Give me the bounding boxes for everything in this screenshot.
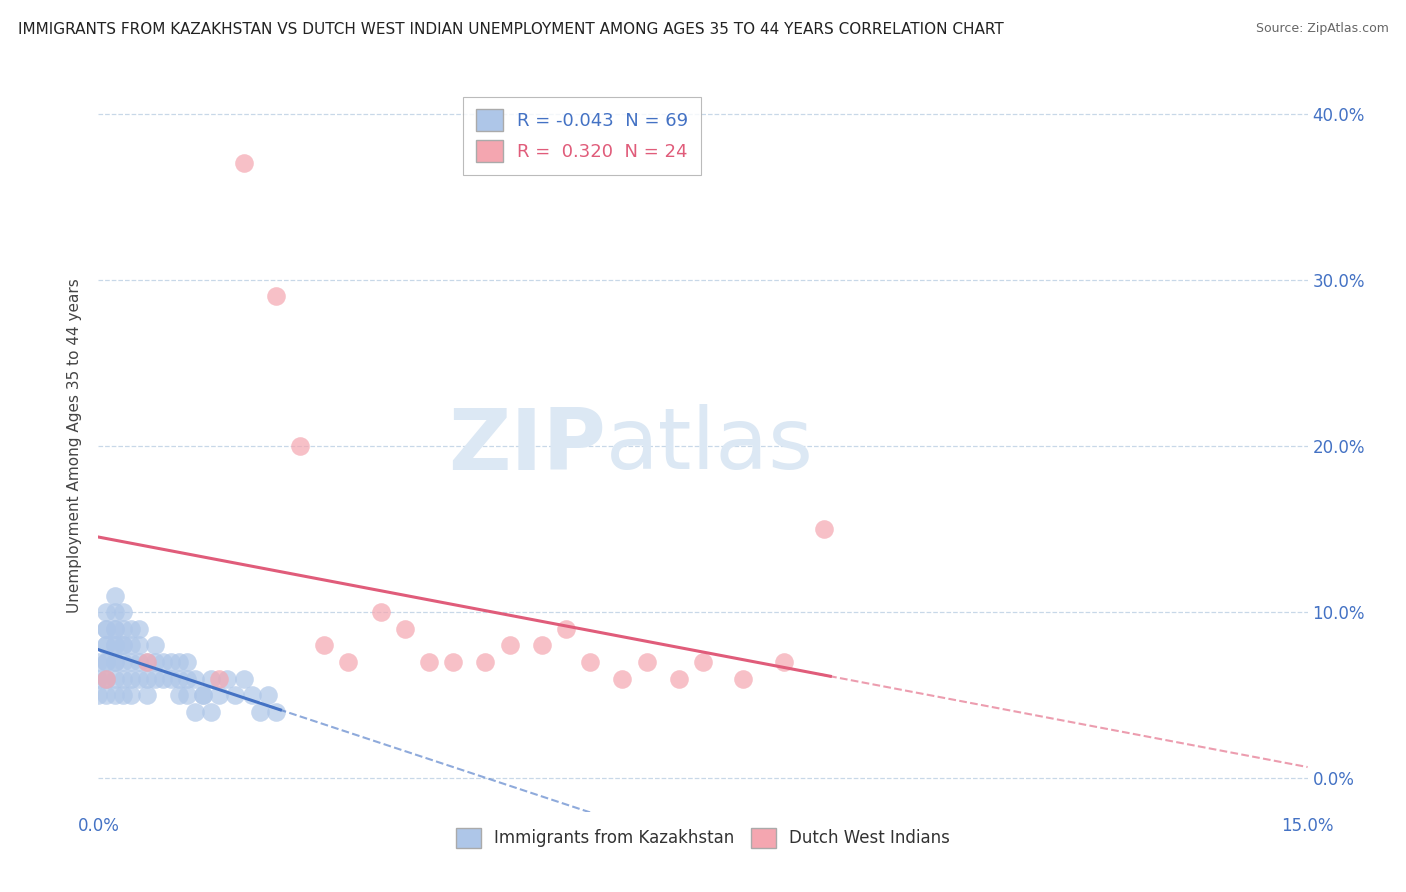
Point (120, 689, 142, 703)
Point (176, 672, 198, 686)
Point (103, 689, 125, 703)
Point (135, 672, 157, 686)
Point (193, 689, 215, 703)
Point (337, 655, 360, 669)
Point (176, 655, 198, 669)
Point (249, 705, 271, 719)
Point (152, 655, 174, 669)
Point (193, 689, 215, 703)
Point (612, 672, 634, 686)
Point (184, 705, 207, 719)
Point (160, 655, 183, 669)
Point (167, 672, 190, 686)
Point (103, 672, 125, 686)
Point (103, 639, 125, 653)
Point (111, 672, 134, 686)
Point (256, 689, 278, 703)
Point (111, 622, 134, 636)
Point (87, 689, 110, 703)
Point (128, 622, 150, 636)
Point (772, 655, 794, 669)
Point (120, 655, 142, 669)
Point (208, 672, 231, 686)
Point (232, 156, 254, 170)
Point (103, 622, 125, 636)
Point (167, 689, 190, 703)
Point (288, 439, 311, 453)
Point (111, 605, 134, 619)
Point (184, 672, 207, 686)
Point (87, 672, 110, 686)
Point (498, 639, 520, 653)
Point (120, 672, 142, 686)
Point (96, 605, 118, 619)
Legend: Immigrants from Kazakhstan, Dutch West Indians: Immigrants from Kazakhstan, Dutch West I… (449, 821, 957, 855)
Point (120, 639, 142, 653)
Point (103, 655, 125, 669)
Point (135, 689, 157, 703)
Point (128, 672, 150, 686)
Point (240, 689, 263, 703)
Point (143, 655, 166, 669)
Point (111, 655, 134, 669)
Text: IMMIGRANTS FROM KAZAKHSTAN VS DUTCH WEST INDIAN UNEMPLOYMENT AMONG AGES 35 TO 44: IMMIGRANTS FROM KAZAKHSTAN VS DUTCH WEST… (18, 22, 1004, 37)
Point (668, 672, 690, 686)
Point (314, 639, 336, 653)
Point (87, 655, 110, 669)
Point (200, 705, 222, 719)
Point (530, 639, 553, 653)
Point (96, 672, 118, 686)
Point (370, 605, 392, 619)
Point (96, 655, 118, 669)
Point (579, 655, 602, 669)
Text: ZIP: ZIP (449, 404, 606, 488)
Point (111, 689, 134, 703)
Point (128, 655, 150, 669)
Point (160, 672, 183, 686)
Point (208, 689, 231, 703)
Point (96, 689, 118, 703)
Point (111, 639, 134, 653)
Point (418, 655, 440, 669)
Point (96, 655, 118, 669)
Point (441, 655, 464, 669)
Point (474, 655, 496, 669)
Y-axis label: Unemployment Among Ages 35 to 44 years: Unemployment Among Ages 35 to 44 years (67, 278, 83, 614)
Point (176, 689, 198, 703)
Point (96, 672, 118, 686)
Point (264, 289, 287, 303)
Text: atlas: atlas (606, 404, 814, 488)
Point (103, 622, 125, 636)
Point (692, 655, 714, 669)
Point (96, 622, 118, 636)
Point (120, 622, 142, 636)
Point (96, 672, 118, 686)
Point (143, 639, 166, 653)
Point (394, 622, 416, 636)
Point (103, 589, 125, 603)
Point (128, 639, 150, 653)
Point (96, 639, 118, 653)
Point (167, 655, 190, 669)
Point (103, 655, 125, 669)
Point (96, 622, 118, 636)
Point (224, 689, 246, 703)
Point (217, 672, 239, 686)
Point (733, 672, 755, 686)
Point (111, 639, 134, 653)
Point (264, 705, 287, 719)
Point (636, 655, 658, 669)
Point (232, 672, 254, 686)
Point (103, 605, 125, 619)
Point (152, 672, 174, 686)
Point (200, 672, 222, 686)
Point (813, 522, 835, 536)
Point (555, 622, 578, 636)
Point (135, 655, 157, 669)
Point (135, 655, 157, 669)
Point (143, 672, 166, 686)
Point (103, 639, 125, 653)
Point (96, 639, 118, 653)
Text: Source: ZipAtlas.com: Source: ZipAtlas.com (1256, 22, 1389, 36)
